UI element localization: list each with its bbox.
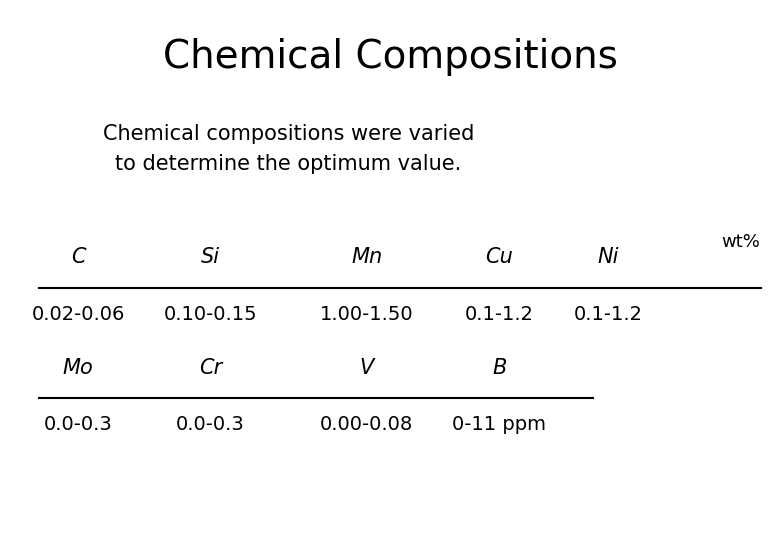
Text: 1.00-1.50: 1.00-1.50 — [320, 305, 413, 324]
Text: C: C — [71, 247, 85, 267]
Text: Chemical Compositions: Chemical Compositions — [162, 38, 618, 76]
Text: 0.1-1.2: 0.1-1.2 — [465, 305, 534, 324]
Text: wt%: wt% — [722, 233, 760, 251]
Text: 0.1-1.2: 0.1-1.2 — [574, 305, 643, 324]
Text: 0-11 ppm: 0-11 ppm — [452, 415, 546, 434]
Text: Mo: Mo — [62, 358, 94, 378]
Text: Cr: Cr — [199, 358, 222, 378]
Text: Ni: Ni — [597, 247, 619, 267]
Text: Chemical compositions were varied
to determine the optimum value.: Chemical compositions were varied to det… — [103, 124, 474, 174]
Text: 0.0-0.3: 0.0-0.3 — [176, 415, 245, 434]
Text: 0.00-0.08: 0.00-0.08 — [320, 415, 413, 434]
Text: V: V — [360, 358, 374, 378]
Text: 0.10-0.15: 0.10-0.15 — [164, 305, 257, 324]
Text: Mn: Mn — [351, 247, 382, 267]
Text: Si: Si — [201, 247, 220, 267]
Text: Cu: Cu — [485, 247, 513, 267]
Text: 0.0-0.3: 0.0-0.3 — [44, 415, 112, 434]
Text: 0.02-0.06: 0.02-0.06 — [31, 305, 125, 324]
Text: B: B — [492, 358, 506, 378]
